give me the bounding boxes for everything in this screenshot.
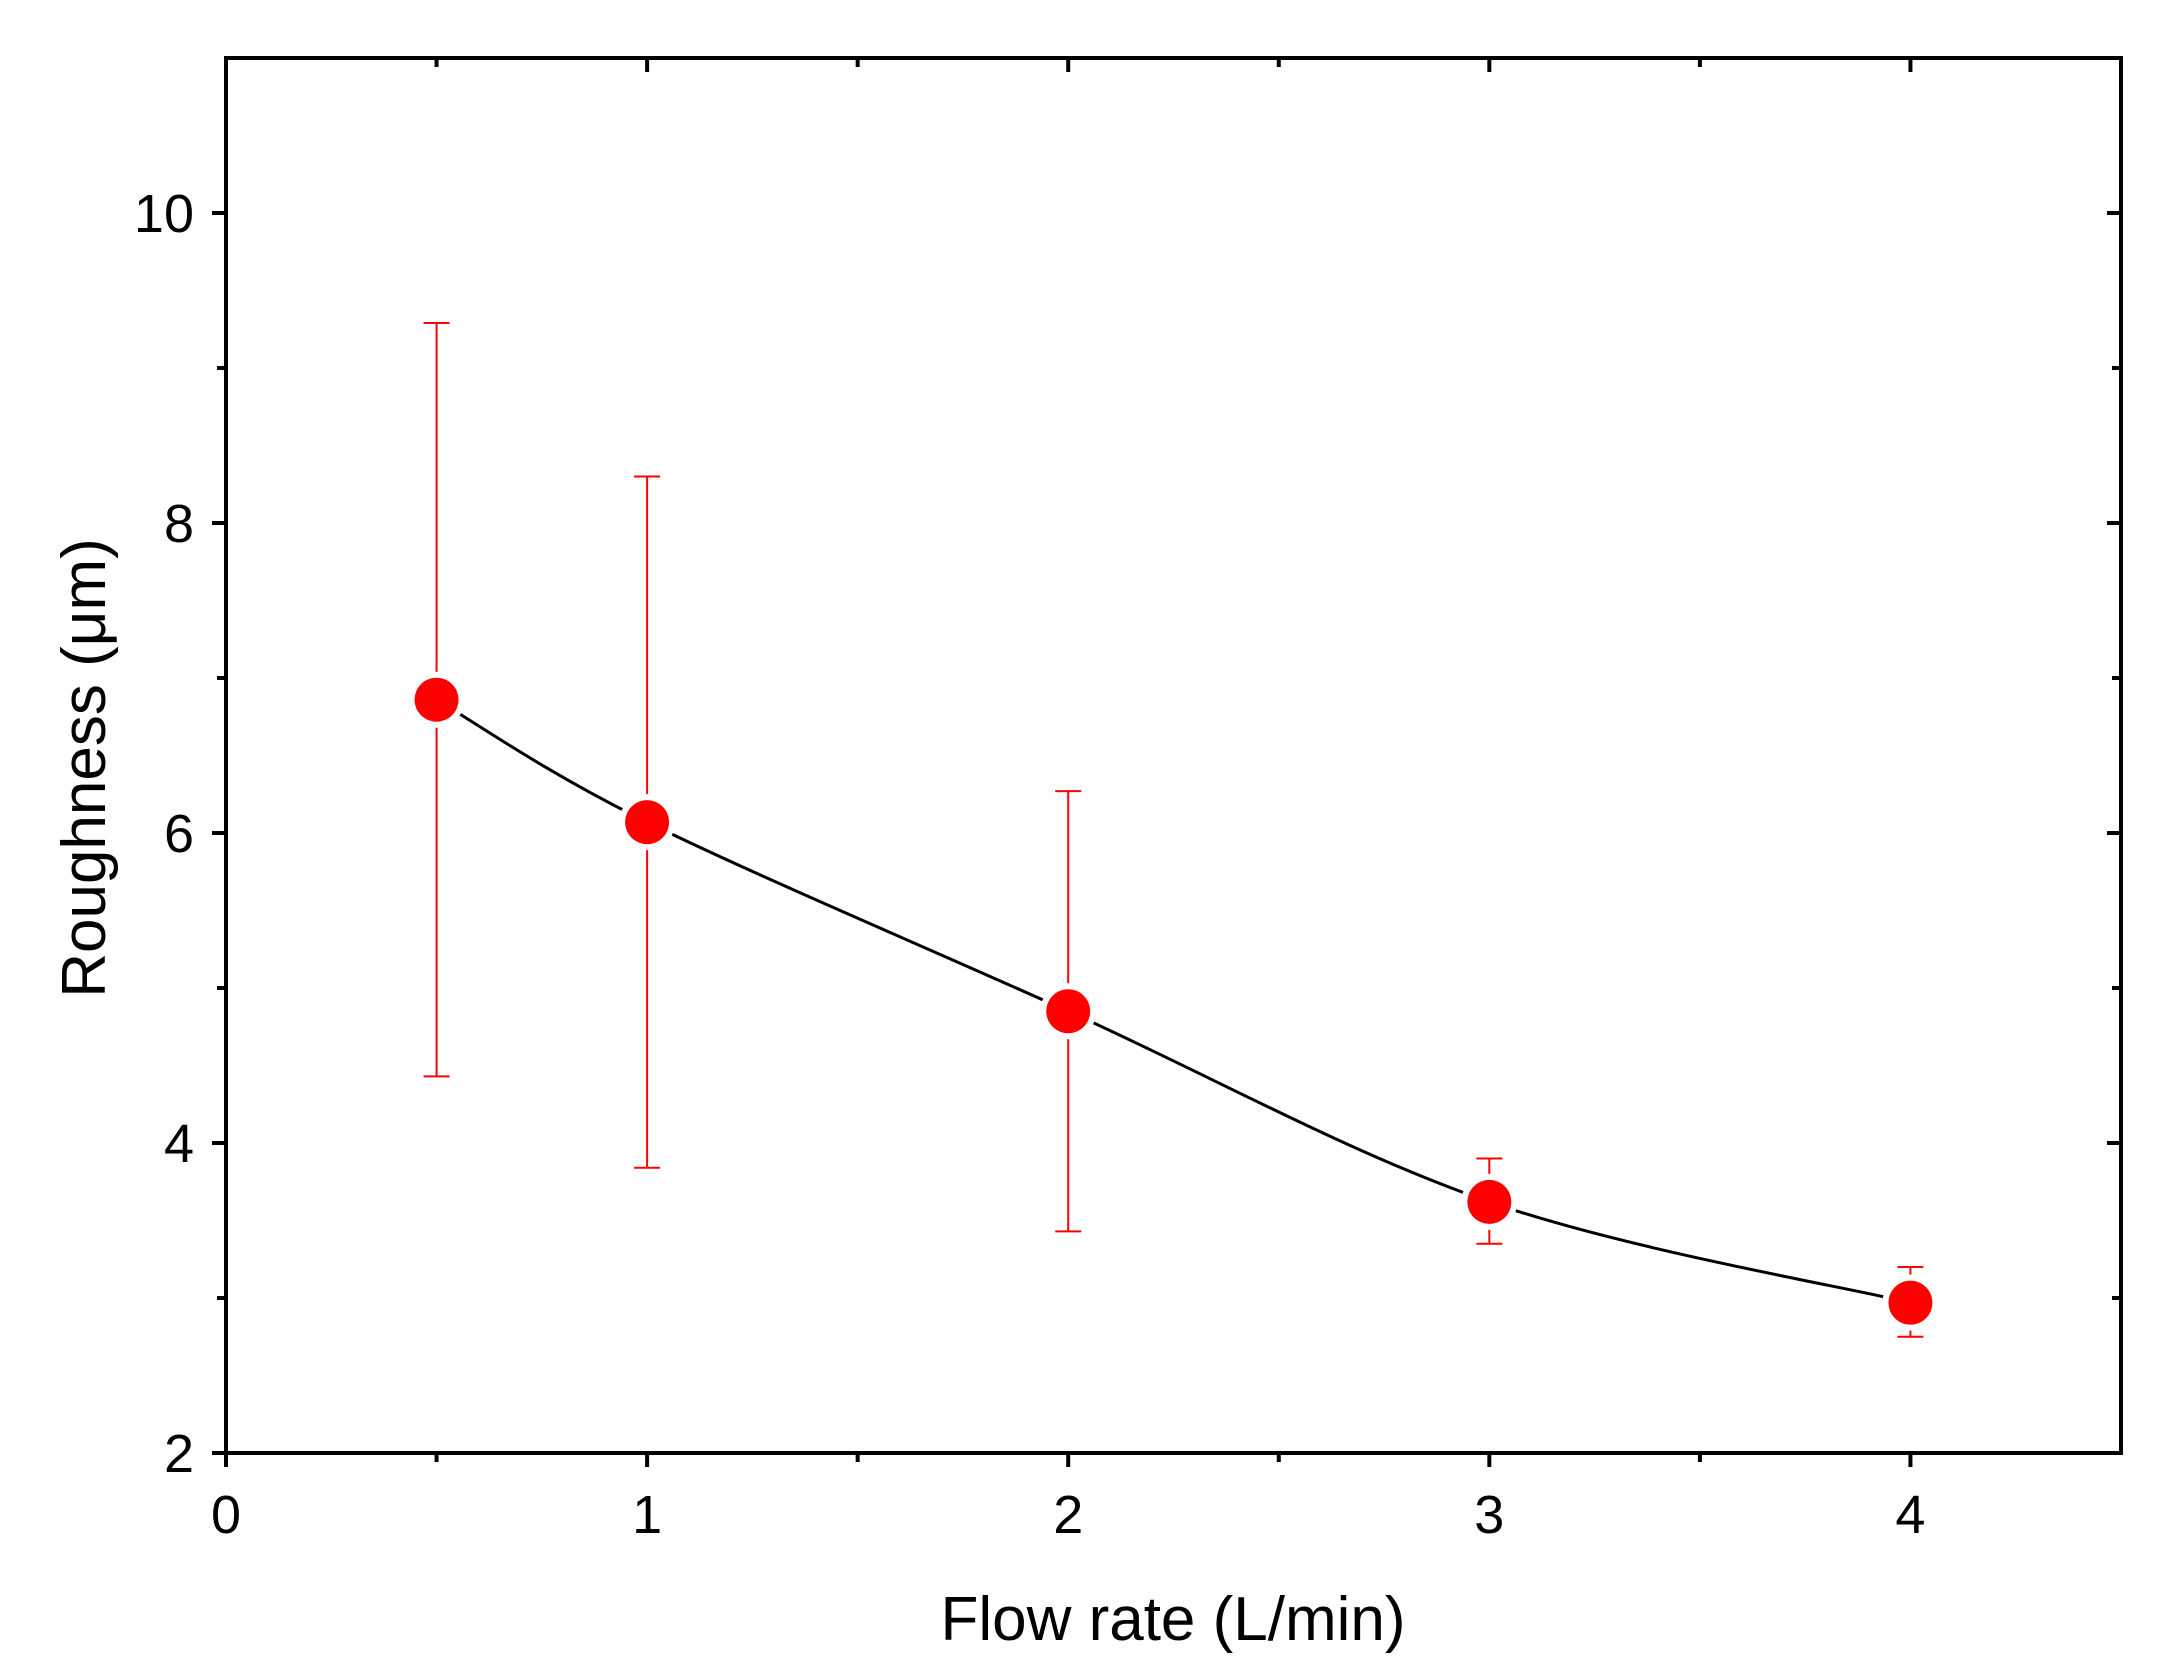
y-axis-ticks: 2 4 6 8 10 [134, 184, 2121, 1484]
x-tick-label: 1 [632, 1485, 662, 1545]
y-tick-label: 10 [134, 184, 194, 244]
plot-content [408, 322, 1939, 1338]
x-tick-label: 2 [1053, 1485, 1083, 1545]
x-axis-ticks: 0 1 2 3 4 [211, 58, 1925, 1545]
plot-frame [224, 56, 2123, 1455]
x-tick-label: 4 [1895, 1485, 1925, 1545]
x-axis-title: Flow rate (L/min) [940, 1585, 1405, 1654]
x-tick-label: 0 [211, 1485, 241, 1545]
data-point [1888, 1280, 1933, 1325]
y-tick-label: 6 [164, 804, 194, 864]
data-point [414, 677, 459, 722]
y-tick-label: 8 [164, 494, 194, 554]
data-point [1046, 989, 1091, 1034]
y-axis-title: Roughness (μm) [50, 538, 119, 998]
y-tick-label: 4 [164, 1114, 194, 1174]
x-tick-label: 3 [1474, 1485, 1504, 1545]
data-point [1467, 1179, 1512, 1224]
data-point [625, 800, 670, 845]
y-tick-label: 2 [164, 1424, 194, 1484]
series-line [435, 698, 1911, 1305]
